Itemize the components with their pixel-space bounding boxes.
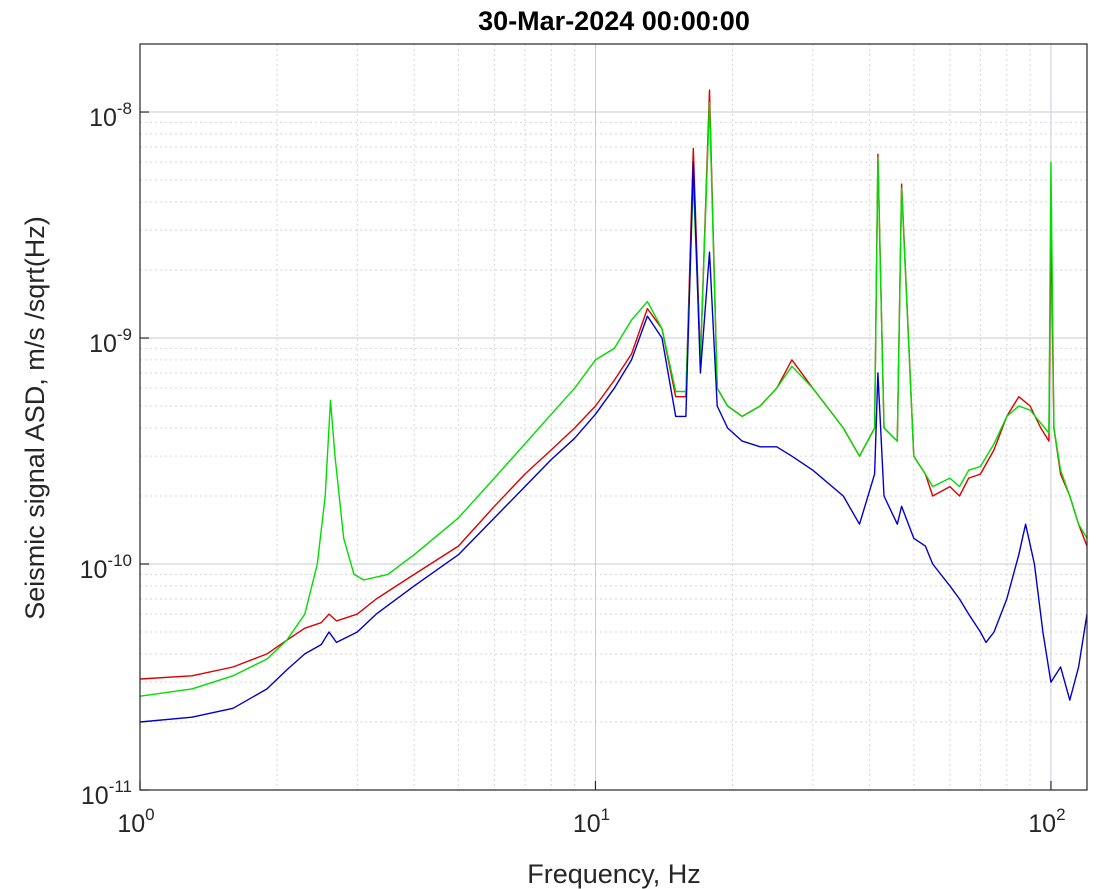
y-tick-labels: 10-11 10-10 10-9 10-8 [80, 99, 132, 810]
y-tick-label: 10-8 [89, 99, 132, 132]
series-line-2 [140, 101, 1087, 697]
y-tick-label: 10-9 [89, 325, 132, 358]
series-line-3 [140, 161, 1087, 723]
y-tick-label: 10-11 [81, 777, 132, 810]
chart-title: 30-Mar-2024 00:00:00 [478, 6, 750, 36]
x-tick-labels: 100 101 102 [117, 805, 1065, 838]
x-tick-label: 101 [573, 805, 610, 838]
series-layer [140, 89, 1087, 723]
y-axis-label: Seismic signal ASD, m/s /sqrt(Hz) [20, 216, 50, 620]
y-tick-label: 10-10 [80, 551, 132, 584]
plot-area [140, 44, 1087, 790]
plot-frame [139, 43, 1088, 791]
x-tick-label: 102 [1028, 805, 1065, 838]
major-grid [139, 44, 1087, 791]
minor-grid [140, 43, 1087, 790]
x-tick-label: 100 [117, 805, 154, 838]
x-axis-label: Frequency, Hz [527, 859, 701, 889]
